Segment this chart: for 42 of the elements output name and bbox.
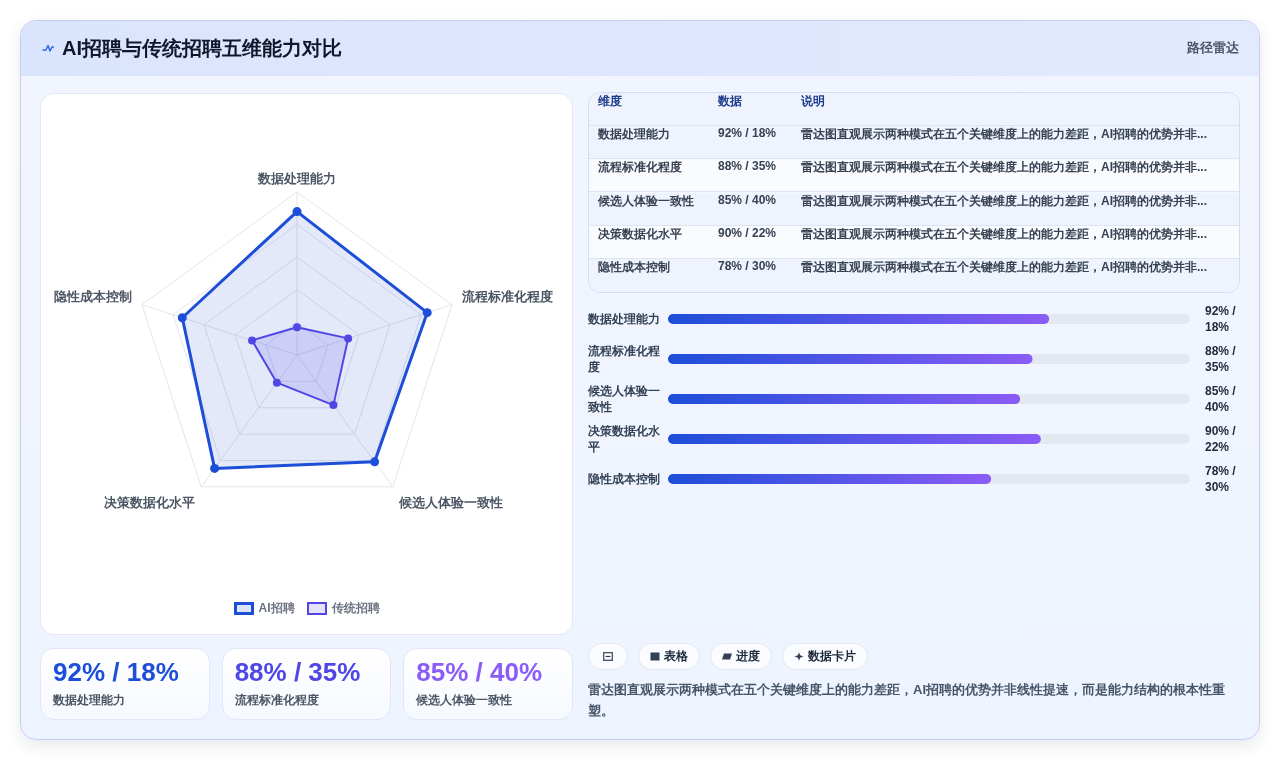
text: 流程标准化程度 [234,692,319,708]
data-label: 88% / 35% [1205,343,1237,375]
text: 85% / 40% [416,657,543,687]
data-label: 85% / 40% [1205,383,1237,415]
text: 雷达图直观展示两种模式在五个关键维度上的能力差距，AI招聘的优势并非... [801,159,1208,177]
spoke-label: 决策数据化水平 [104,495,196,511]
text: 进度 [736,648,760,665]
y-tick-label: 候选人体验一致性 [588,383,661,415]
text: 雷达图直观展示两种模式在五个关键维度上的能力差距，AI招聘的优势并非... [801,225,1208,243]
spoke-label: 流程标准化程度 [460,289,553,305]
text: 候选人体验一致性 [416,692,513,708]
text: 表格 [664,648,688,665]
spoke-label: 候选人体验一致性 [397,495,503,511]
text: 85% / 40% [718,192,777,209]
text: 88% / 35% [718,159,777,176]
spoke-label: 数据处理能力 [257,170,336,186]
text: 90% / 22% [718,225,777,242]
text: 雷达图直观展示两种模式在五个关键维度上的能力差距，AI招聘的优势并非线性提速，而是能力结构的根本性重塑。 [588,681,1226,720]
text: 说明 [801,93,825,110]
y-tick-label: 决策数据化水平 [588,423,661,455]
text: 雷达图直观展示两种模式在五个关键维度上的能力差距，AI招聘的优势并非... [801,192,1208,210]
text: 92% / 18% [718,126,777,143]
text: 路径雷达 [1187,39,1239,57]
data-label: 90% / 22% [1205,423,1237,455]
text: 维度 [598,93,622,110]
text: 88% / 35% [234,657,361,687]
text: 雷达图直观展示两种模式在五个关键维度上的能力差距，AI招聘的优势并非... [801,258,1208,276]
text: 92% / 18% [53,657,179,687]
y-tick-label: 隐性成本控制 [588,471,660,487]
text: AI招聘与传统招聘五维能力对比 [62,36,342,61]
legend-label: 传统招聘 [331,600,380,616]
text: 雷达图直观展示两种模式在五个关键维度上的能力差距，AI招聘的优势并非... [801,126,1208,144]
data-label: 92% / 18% [1205,303,1237,335]
data-label: 78% / 30% [1205,463,1237,495]
text: 数据处理能力 [53,692,125,708]
text: 数据 [718,93,742,110]
spoke-label: 隐性成本控制 [54,289,133,305]
text: 数据卡片 [808,648,856,665]
text: 78% / 30% [718,258,777,275]
y-tick-label: 数据处理能力 [588,311,660,327]
legend-label: AI招聘 [258,600,295,616]
y-tick-label: 流程标准化程度 [588,343,661,375]
